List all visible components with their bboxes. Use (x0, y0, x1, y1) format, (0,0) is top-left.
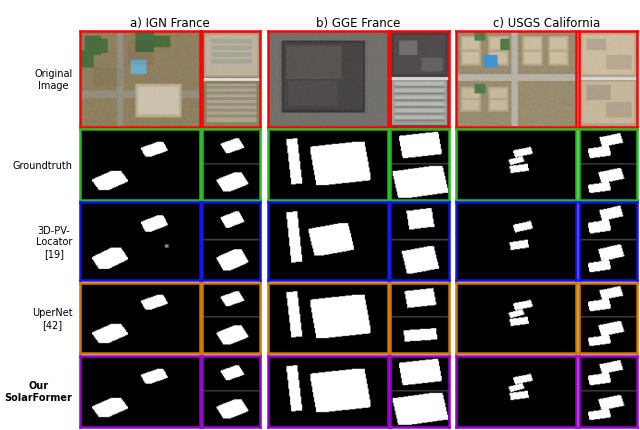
Text: UperNet
[42]: UperNet [42] (32, 307, 72, 329)
Text: b) GGE France: b) GGE France (316, 17, 401, 30)
Text: 3D-PV-
Locator
[19]: 3D-PV- Locator [19] (36, 225, 72, 258)
Text: c) USGS California: c) USGS California (493, 17, 600, 30)
Text: a) IGN France: a) IGN France (131, 17, 210, 30)
Text: Our
SolarFormer: Our SolarFormer (4, 381, 72, 402)
Text: Groundtruth: Groundtruth (12, 160, 72, 170)
Text: Original
Image: Original Image (34, 69, 72, 91)
